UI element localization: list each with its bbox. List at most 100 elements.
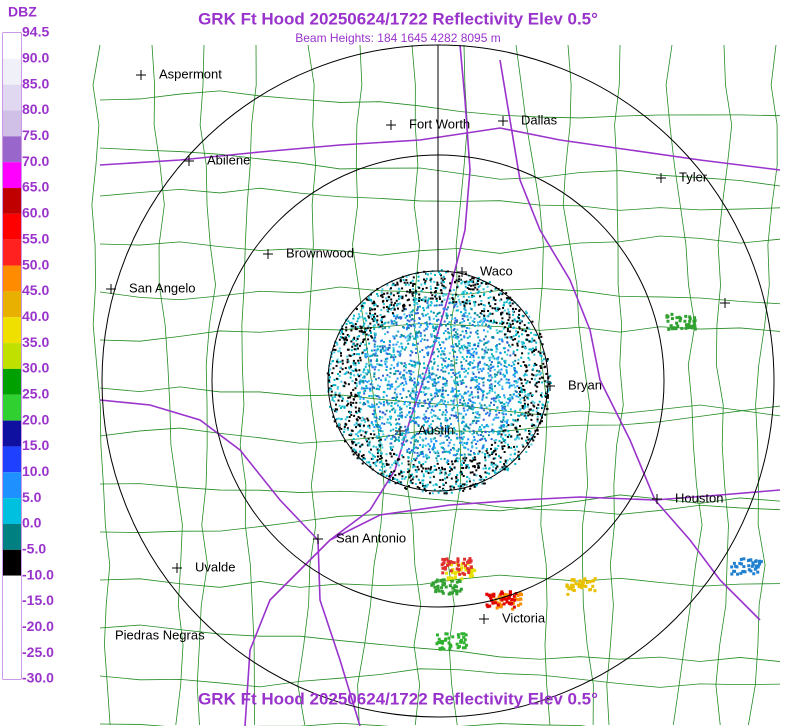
- echo: [453, 321, 456, 324]
- echo: [421, 338, 424, 341]
- echo: [396, 304, 398, 307]
- storm-echo: [685, 324, 689, 328]
- echo: [367, 442, 370, 445]
- echo: [399, 408, 401, 411]
- echo: [390, 354, 393, 357]
- echo: [490, 397, 493, 400]
- echo: [502, 431, 505, 434]
- echo: [433, 280, 436, 283]
- storm-echo: [462, 561, 466, 565]
- echo: [421, 287, 424, 290]
- storm-echo: [751, 561, 755, 565]
- echo: [480, 438, 483, 441]
- echo: [531, 414, 534, 417]
- echo: [347, 402, 350, 405]
- echo: [333, 400, 336, 403]
- echo: [526, 334, 529, 337]
- echo: [477, 362, 480, 365]
- city-label: Uvalde: [195, 559, 235, 574]
- echo: [352, 441, 355, 444]
- echo: [533, 378, 536, 381]
- echo: [414, 323, 417, 326]
- echo: [383, 292, 386, 295]
- echo: [504, 359, 507, 362]
- echo: [477, 345, 480, 348]
- echo: [435, 325, 438, 328]
- echo: [438, 390, 441, 393]
- echo: [460, 454, 463, 456]
- echo: [471, 362, 474, 365]
- echo: [527, 445, 530, 448]
- storm-echo: [576, 582, 580, 586]
- echo: [490, 438, 493, 441]
- echo: [343, 406, 346, 409]
- echo: [359, 359, 362, 362]
- echo: [494, 410, 497, 412]
- echo: [429, 304, 432, 307]
- echo: [458, 436, 461, 439]
- echo: [489, 319, 492, 322]
- echo: [470, 376, 473, 379]
- storm-echo: [688, 315, 692, 319]
- echo: [418, 399, 421, 402]
- echo: [544, 413, 547, 416]
- echo: [386, 357, 389, 360]
- echo: [505, 425, 508, 428]
- echo: [438, 409, 441, 411]
- echo: [420, 283, 423, 286]
- echo: [496, 371, 499, 374]
- echo: [541, 343, 544, 346]
- echo: [450, 399, 453, 402]
- echo: [397, 316, 400, 319]
- echo: [328, 369, 331, 372]
- echo: [463, 371, 466, 373]
- echo: [394, 474, 397, 477]
- echo: [401, 295, 404, 298]
- echo: [385, 366, 388, 368]
- storm-echo: [754, 564, 758, 568]
- echo: [450, 477, 453, 480]
- echo: [500, 424, 503, 427]
- echo: [441, 363, 443, 366]
- storm-echo: [585, 580, 589, 584]
- echo: [450, 423, 452, 426]
- echo: [451, 317, 454, 320]
- echo: [450, 345, 453, 348]
- echo: [355, 401, 358, 404]
- echo: [489, 367, 492, 370]
- echo: [501, 385, 504, 388]
- echo: [454, 411, 457, 414]
- echo: [406, 290, 409, 293]
- echo: [499, 292, 502, 295]
- echo: [484, 319, 487, 321]
- echo: [487, 348, 490, 351]
- echo: [452, 395, 455, 398]
- echo: [458, 349, 461, 352]
- echo: [399, 295, 402, 298]
- echo: [335, 364, 338, 367]
- echo: [421, 438, 424, 441]
- echo: [511, 397, 514, 400]
- echo: [524, 404, 526, 407]
- echo: [503, 396, 506, 399]
- echo: [467, 318, 470, 321]
- storm-echo: [498, 605, 502, 609]
- echo: [477, 385, 480, 388]
- echo: [366, 417, 369, 420]
- echo: [388, 326, 391, 329]
- echo: [502, 321, 505, 324]
- echo: [434, 384, 437, 387]
- echo: [441, 451, 444, 454]
- echo: [476, 283, 479, 286]
- echo: [375, 378, 377, 381]
- echo: [380, 460, 383, 463]
- echo: [352, 398, 355, 401]
- storm-echo: [463, 646, 467, 650]
- storm-echo: [464, 643, 468, 647]
- echo: [406, 428, 409, 431]
- echo: [505, 371, 508, 374]
- echo: [440, 269, 443, 272]
- echo: [394, 317, 397, 320]
- echo: [430, 426, 433, 429]
- echo: [400, 333, 403, 336]
